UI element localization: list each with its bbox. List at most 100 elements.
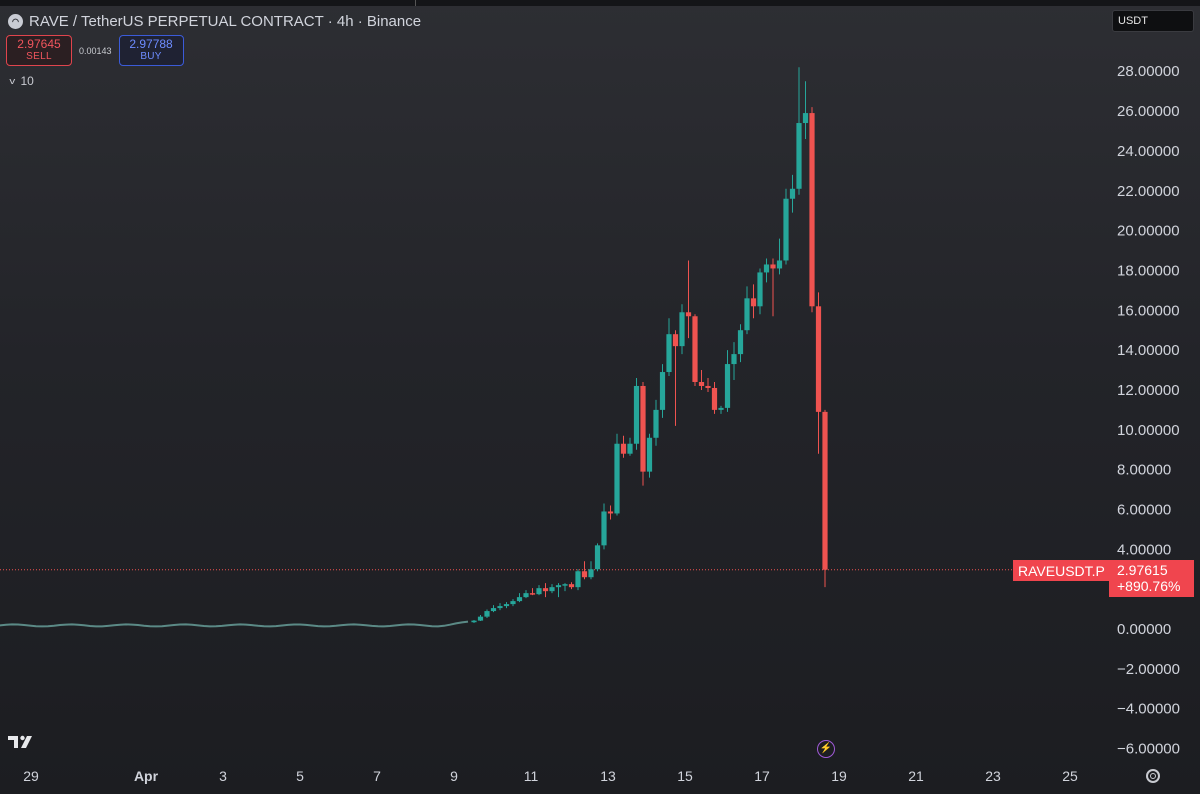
candle-body [822,411,828,570]
buy-label: BUY [140,51,162,62]
candle [750,284,757,319]
chevron-down-icon: v [9,76,16,86]
y-tick-label: 20.00000 [1117,223,1180,240]
candle-body [510,601,516,605]
candle-body [705,385,711,388]
candle [770,258,776,317]
candle-body [549,587,555,592]
candle-body [776,260,783,269]
candle [516,593,523,603]
candle [672,330,679,426]
y-tick-label: −4.00000 [1117,701,1180,718]
sell-price: 2.97645 [17,37,61,51]
candle [763,258,770,283]
candle [490,605,497,613]
candle [601,503,607,550]
x-tick-label: 7 [373,768,381,784]
candle [653,399,659,446]
candle-body [698,381,705,386]
candle [783,188,789,265]
candle-body [614,443,620,514]
candle [789,174,796,213]
candle [692,314,698,386]
candle-body [815,306,822,412]
candle-body [575,571,581,588]
candle-body [731,354,737,365]
x-tick-label: 29 [23,768,39,784]
time-axis[interactable]: 29 Apr 3 5 7 9 11 13 15 17 19 21 23 25 [23,768,1078,784]
candle-body [562,584,568,586]
candle [640,381,646,486]
candle-body [653,409,659,438]
candle [471,620,477,624]
y-tick-label: −6.00000 [1117,741,1180,758]
currency-select[interactable]: USDT [1112,10,1194,32]
candle-body [672,334,679,347]
x-tick-label: 15 [677,768,693,784]
candle-body [497,606,503,609]
x-tick-label: Apr [134,768,159,784]
candle [614,433,620,516]
candle [536,585,542,596]
candle [776,238,783,275]
candle [627,437,633,456]
candle-body [685,312,692,317]
tradingview-logo[interactable] [8,734,38,750]
candle-body [490,608,497,612]
sell-button[interactable]: 2.97645 SELL [6,35,72,66]
sell-label: SELL [26,51,52,62]
candle-body [783,198,789,261]
candle [679,304,685,355]
candle [724,350,731,412]
candle-body [679,312,685,347]
spread-value: 0.00143 [79,45,112,56]
price-axis[interactable]: 28.00000 26.00000 24.00000 22.00000 20.00000… [1117,63,1180,757]
candle [711,381,718,414]
flat-price-history [0,620,469,628]
candle [542,583,549,598]
candle [523,590,529,599]
candle [796,67,802,195]
candle-body [477,616,484,621]
candle-body [770,264,776,269]
symbol-title: RAVE / TetherUS PERPETUAL CONTRACT · 4h … [29,12,422,30]
gear-icon[interactable] [1146,769,1160,783]
candle-body [646,437,653,472]
last-price-change: +890.76% [1117,578,1181,594]
x-tick-label: 23 [985,768,1001,784]
y-tick-label: 6.00000 [1117,501,1171,518]
candle [477,615,484,622]
candle-body [568,584,575,588]
y-tick-label: 10.00000 [1117,422,1180,439]
candle [666,318,672,377]
indicators-count: 10 [20,74,34,88]
y-tick-label: 8.00000 [1117,462,1171,479]
candle [497,603,503,611]
candle-body [796,123,802,189]
x-tick-label: 19 [831,768,847,784]
lightning-icon[interactable]: ⚡ [817,740,835,758]
candle-body [692,316,698,382]
buy-price: 2.97788 [129,37,173,51]
y-tick-label: 28.00000 [1117,63,1180,80]
candle [737,324,744,363]
candle-body [607,511,614,514]
candle [705,378,711,392]
top-window-strip [0,0,1200,6]
trade-panel: 2.97645 SELL 0.00143 2.97788 BUY [6,35,184,66]
candle [529,588,536,596]
candle-body [588,569,594,578]
indicators-toggle[interactable]: v 10 [9,74,34,88]
y-tick-label: 18.00000 [1117,262,1180,279]
candle-body [601,511,607,546]
y-tick-label: 24.00000 [1117,143,1180,160]
buy-button[interactable]: 2.97788 BUY [118,35,184,66]
candle [685,260,692,339]
x-tick-label: 3 [219,768,227,784]
symbol-header[interactable]: ◠ RAVE / TetherUS PERPETUAL CONTRACT · 4… [8,12,421,30]
candle-body [620,443,627,454]
candle [620,435,627,458]
x-tick-label: 9 [450,768,458,784]
candle-body [523,593,529,598]
